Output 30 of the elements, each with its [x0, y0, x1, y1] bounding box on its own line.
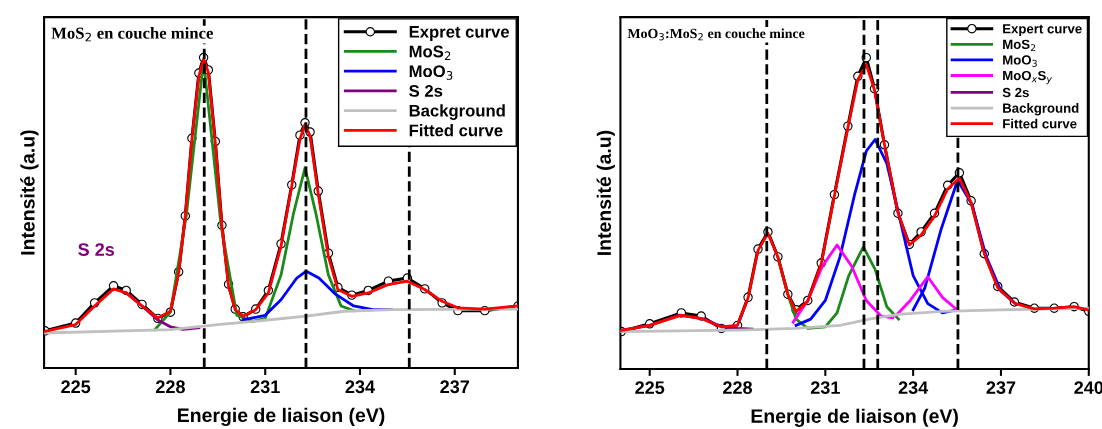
- legend-label: S 2s: [1002, 87, 1029, 98]
- legend-label: Expret curve: [409, 26, 510, 42]
- legend-label: MoO$_{3}$: [1003, 55, 1037, 67]
- x-axis-title: Energie de liaison (eV): [178, 407, 385, 427]
- legend-label: MoO$_{3}$: [409, 65, 453, 80]
- x-tick-label: 237: [986, 381, 1016, 395]
- legend-label: Expert curve: [1003, 24, 1082, 37]
- chart-title: MoS$_{2}$ en couche mince: [51, 27, 213, 42]
- x-tick-label: 234: [898, 381, 929, 395]
- chart-title: MoO$_{3}$:MoS$_{2}$ en couche mince: [627, 28, 805, 41]
- legend-label: MoS$_{2}$: [1003, 39, 1036, 52]
- legend-label: S 2s: [409, 85, 443, 97]
- x-tick-label: 225: [635, 381, 665, 395]
- annotation: S 2s: [78, 243, 115, 256]
- x-tick-label: 228: [723, 381, 753, 395]
- legend-label: Background: [409, 104, 505, 120]
- legend-label: MoS$_{2}$: [409, 45, 451, 60]
- x-tick-label: 228: [156, 380, 185, 394]
- legend-label: MoO$_{x}$S$_{y}$: [1003, 70, 1053, 85]
- legend-label: Fitted curve: [409, 124, 503, 137]
- x-tick-label: 237: [440, 380, 470, 394]
- x-tick-label: 234: [345, 380, 375, 394]
- x-tick-label: 231: [810, 381, 840, 395]
- legend-label: Background: [1003, 103, 1079, 116]
- legend-label: Fitted curve: [1003, 118, 1077, 129]
- x-axis-title: Energie de liaison (eV): [751, 408, 958, 427]
- x-tick-label: 231: [250, 380, 280, 394]
- y-axis-title: Intensité (a.u): [20, 130, 39, 255]
- x-tick-label: 225: [61, 380, 91, 394]
- y-axis-title: Intensité (a.u): [596, 130, 615, 255]
